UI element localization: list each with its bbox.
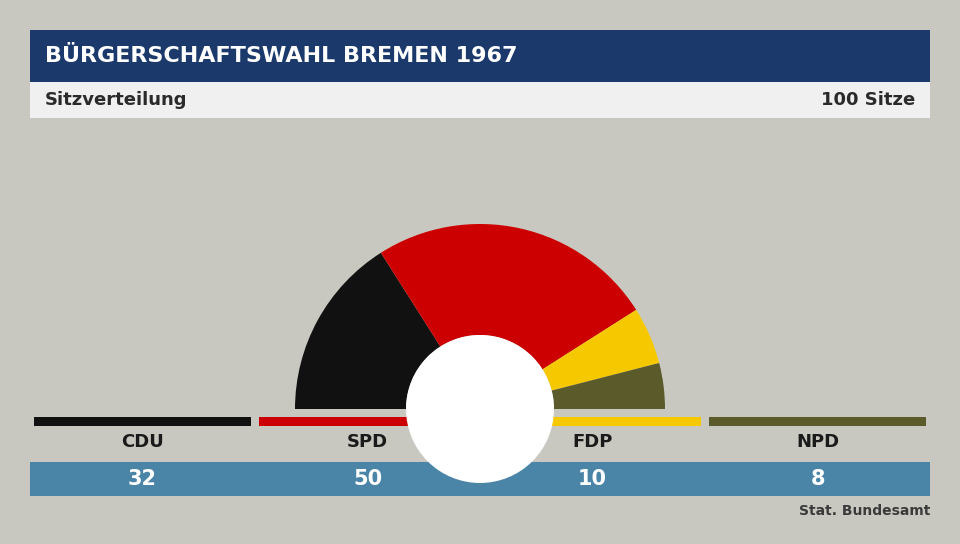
FancyBboxPatch shape bbox=[34, 417, 251, 426]
Circle shape bbox=[406, 335, 554, 483]
Text: Stat. Bundesamt: Stat. Bundesamt bbox=[799, 504, 930, 518]
Text: 10: 10 bbox=[578, 469, 607, 489]
Wedge shape bbox=[552, 363, 665, 409]
Wedge shape bbox=[381, 224, 636, 369]
FancyBboxPatch shape bbox=[30, 462, 930, 496]
Text: FDP: FDP bbox=[572, 433, 612, 451]
Text: Sitzverteilung: Sitzverteilung bbox=[45, 91, 187, 109]
Text: CDU: CDU bbox=[121, 433, 164, 451]
FancyBboxPatch shape bbox=[30, 82, 930, 118]
Text: BÜRGERSCHAFTSWAHL BREMEN 1967: BÜRGERSCHAFTSWAHL BREMEN 1967 bbox=[45, 46, 517, 66]
FancyBboxPatch shape bbox=[484, 417, 701, 426]
Text: 32: 32 bbox=[128, 469, 157, 489]
Text: NPD: NPD bbox=[796, 433, 839, 451]
Wedge shape bbox=[542, 310, 660, 391]
FancyBboxPatch shape bbox=[30, 30, 930, 82]
Text: 8: 8 bbox=[810, 469, 825, 489]
FancyBboxPatch shape bbox=[259, 417, 476, 426]
FancyBboxPatch shape bbox=[709, 417, 926, 426]
Text: 100 Sitze: 100 Sitze bbox=[821, 91, 915, 109]
Text: 50: 50 bbox=[353, 469, 382, 489]
Text: SPD: SPD bbox=[347, 433, 388, 451]
Wedge shape bbox=[295, 253, 441, 409]
